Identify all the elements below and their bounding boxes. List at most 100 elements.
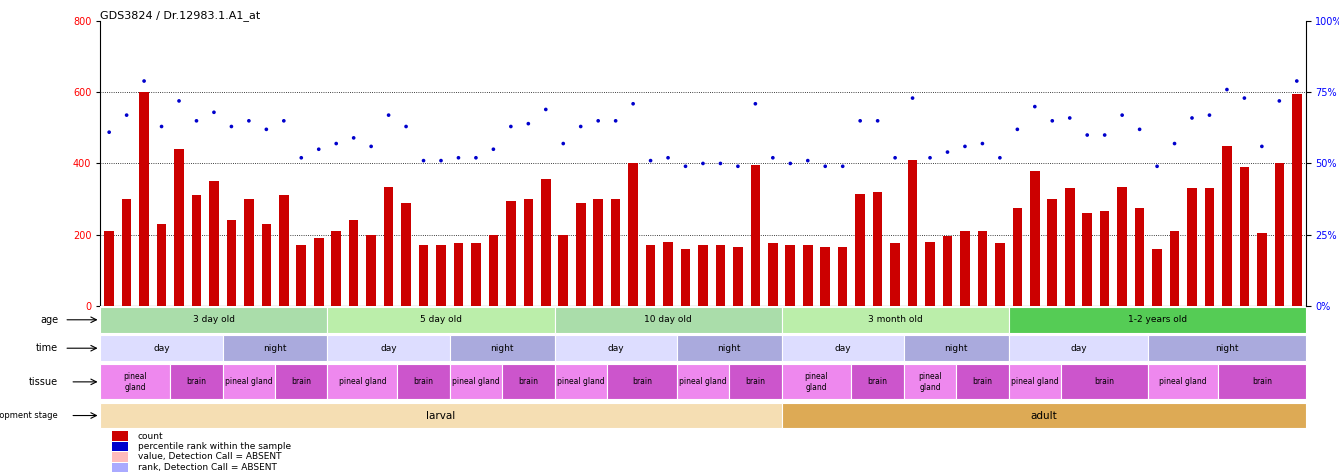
Text: day: day <box>153 344 170 353</box>
FancyBboxPatch shape <box>274 365 328 400</box>
FancyBboxPatch shape <box>328 365 398 400</box>
FancyBboxPatch shape <box>100 365 170 400</box>
Text: brain: brain <box>972 377 992 386</box>
Text: pineal gland: pineal gland <box>1160 377 1206 386</box>
Bar <box>122 199 131 306</box>
Bar <box>873 192 882 306</box>
Point <box>744 100 766 108</box>
Text: brain: brain <box>746 377 766 386</box>
Bar <box>628 164 637 306</box>
Point <box>570 123 592 130</box>
Text: value, Detection Call = ABSENT: value, Detection Call = ABSENT <box>138 453 281 462</box>
Point <box>1233 94 1255 102</box>
Text: brain: brain <box>414 377 434 386</box>
Point <box>955 143 976 150</box>
FancyBboxPatch shape <box>904 365 956 400</box>
Point <box>291 154 312 162</box>
Text: tissue: tissue <box>29 377 59 387</box>
Bar <box>786 245 795 306</box>
Point <box>116 111 138 119</box>
Text: 1-2 years old: 1-2 years old <box>1127 315 1186 324</box>
FancyBboxPatch shape <box>450 336 554 361</box>
Point <box>814 163 836 170</box>
Bar <box>645 245 655 306</box>
Bar <box>112 452 129 462</box>
Point <box>692 160 714 167</box>
Bar <box>1240 167 1249 306</box>
FancyBboxPatch shape <box>100 403 782 428</box>
Point <box>447 154 469 162</box>
Point <box>378 111 399 119</box>
Text: pineal gland: pineal gland <box>339 377 386 386</box>
Point <box>395 123 416 130</box>
Point <box>430 157 451 164</box>
FancyBboxPatch shape <box>1149 365 1218 400</box>
Text: 10 day old: 10 day old <box>644 315 692 324</box>
Point <box>482 146 503 153</box>
Text: development stage: development stage <box>0 411 59 420</box>
Point <box>1007 126 1028 133</box>
Point <box>343 134 364 142</box>
FancyBboxPatch shape <box>554 365 607 400</box>
Text: pineal gland: pineal gland <box>557 377 604 386</box>
Bar <box>995 243 1004 306</box>
Point <box>1042 117 1063 125</box>
Point <box>884 154 905 162</box>
Bar <box>1065 188 1074 306</box>
Bar <box>1170 231 1180 306</box>
Point <box>256 126 277 133</box>
Point <box>151 123 173 130</box>
FancyBboxPatch shape <box>904 336 1008 361</box>
Bar <box>506 201 516 306</box>
Point <box>1198 111 1220 119</box>
Text: night: night <box>264 344 287 353</box>
Bar <box>698 245 708 306</box>
FancyBboxPatch shape <box>782 307 1008 333</box>
Bar <box>1012 208 1022 306</box>
Bar <box>332 231 341 306</box>
FancyBboxPatch shape <box>450 365 502 400</box>
Bar <box>838 247 848 306</box>
Text: brain: brain <box>1252 377 1272 386</box>
FancyBboxPatch shape <box>170 365 222 400</box>
FancyBboxPatch shape <box>676 365 730 400</box>
Point <box>972 140 994 147</box>
FancyBboxPatch shape <box>554 307 782 333</box>
Text: brain: brain <box>632 377 652 386</box>
Text: adult: adult <box>1030 410 1056 420</box>
Point <box>308 146 329 153</box>
Bar <box>611 199 620 306</box>
Point <box>675 163 696 170</box>
Bar <box>112 431 129 441</box>
Bar <box>715 245 726 306</box>
Bar <box>437 245 446 306</box>
Point <box>902 94 924 102</box>
Bar <box>663 242 672 306</box>
FancyBboxPatch shape <box>100 307 328 333</box>
Bar <box>104 231 114 306</box>
Text: day: day <box>608 344 624 353</box>
Point <box>727 163 749 170</box>
Point <box>832 163 853 170</box>
Bar <box>349 220 359 306</box>
Point <box>990 154 1011 162</box>
Point <box>937 148 959 156</box>
Bar <box>576 202 585 306</box>
Text: day: day <box>1070 344 1087 353</box>
Text: night: night <box>490 344 514 353</box>
Point <box>588 117 609 125</box>
FancyBboxPatch shape <box>730 365 782 400</box>
Bar <box>419 245 428 306</box>
FancyBboxPatch shape <box>222 365 274 400</box>
Point <box>1216 86 1237 93</box>
Text: larval: larval <box>426 410 455 420</box>
FancyBboxPatch shape <box>852 365 904 400</box>
Bar <box>1135 208 1145 306</box>
Bar <box>279 195 289 306</box>
Bar <box>1275 164 1284 306</box>
FancyBboxPatch shape <box>676 336 782 361</box>
Point <box>518 120 540 128</box>
Point <box>640 157 661 164</box>
FancyBboxPatch shape <box>100 336 222 361</box>
Bar <box>157 224 166 306</box>
